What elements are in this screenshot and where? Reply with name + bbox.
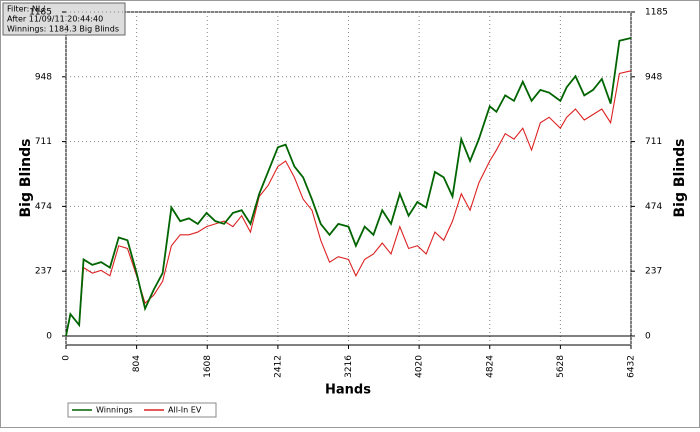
x-tick-label: 0 [62, 355, 72, 361]
y-axis-label: Big Blinds [18, 139, 34, 218]
legend-label: All-In EV [168, 406, 202, 415]
y2-axis-label: Big Blinds [672, 139, 688, 218]
x-tick-label: 1608 [203, 355, 213, 378]
legend-label: Winnings [96, 406, 133, 415]
series-line [65, 37, 632, 337]
x-tick-label: 5628 [556, 355, 566, 378]
legend [67, 402, 217, 418]
series-line [65, 70, 632, 337]
x-tick-label: 2412 [273, 355, 283, 378]
y-tick-label: 474 [35, 202, 52, 212]
y2-tick-label: 0 [645, 331, 651, 341]
y-tick-label: 711 [35, 137, 52, 147]
x-axis-label: Hands [325, 383, 371, 398]
plot-area [65, 11, 632, 346]
y2-tick-label: 948 [645, 72, 662, 82]
y-tick-label: 0 [46, 331, 52, 341]
info-line: After 11/09/11 20:44:40 [7, 15, 103, 24]
y2-tick-label: 711 [645, 137, 662, 147]
x-tick-label: 804 [132, 355, 142, 372]
x-tick-label: 4824 [485, 355, 495, 378]
info-line: Filter: NL/ [7, 5, 45, 14]
y2-tick-label: 237 [645, 267, 662, 277]
y-tick-label: 237 [35, 267, 52, 277]
x-tick-label: 3216 [344, 355, 354, 378]
info-box [2, 2, 126, 36]
y2-tick-label: 1185 [645, 8, 668, 18]
y2-tick-label: 474 [645, 202, 662, 212]
y-tick-label: 948 [35, 72, 52, 82]
x-tick-label: 6432 [627, 355, 637, 378]
info-line: Winnings: 1184.3 Big Blinds [7, 25, 119, 34]
x-tick-label: 4020 [415, 355, 425, 378]
y-tick-label: 1185 [29, 8, 52, 18]
